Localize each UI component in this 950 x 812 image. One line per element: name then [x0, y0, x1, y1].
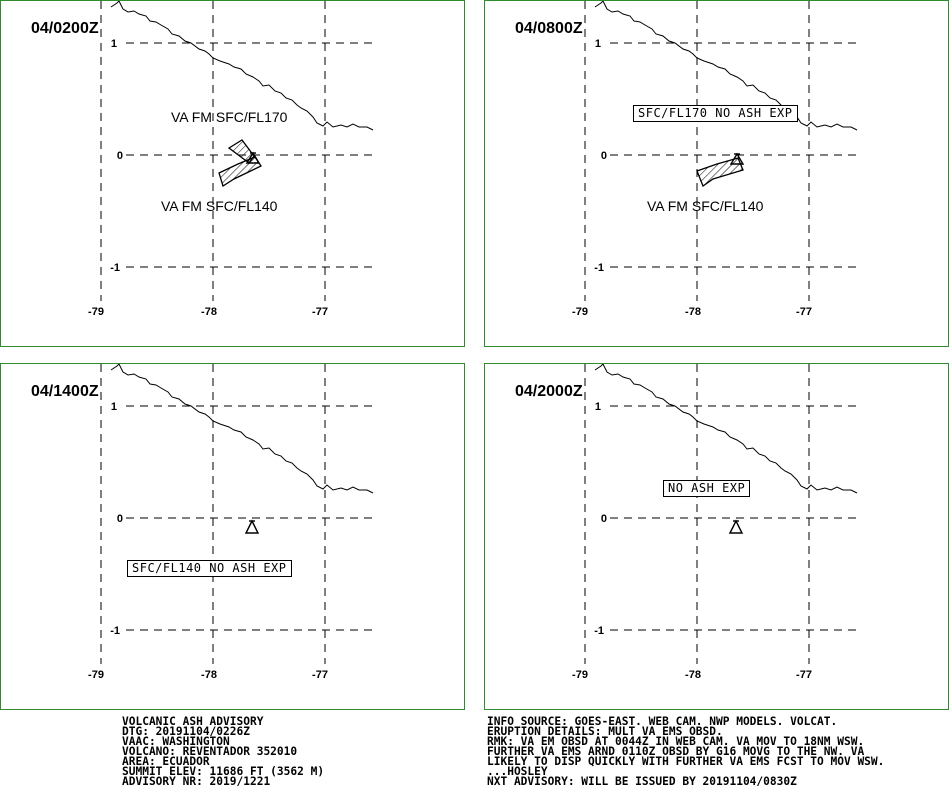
- lon-tick-79: -79: [572, 669, 588, 681]
- advisory-vaac: VAAC: WASHINGTON: [122, 735, 230, 748]
- remarks-line-1: RMK: VA EM OBSD AT 0044Z IN WEB CAM. VA …: [487, 735, 865, 748]
- lat-lon-grid: [584, 364, 857, 664]
- lat-tick-minus1: -1: [110, 625, 120, 637]
- volcano-symbol: [245, 151, 261, 164]
- coastline: [594, 364, 858, 494]
- lat-tick-1: 1: [595, 38, 601, 50]
- remarks-line-2: FURTHER VA EMS ARND 0110Z OBSD BY G16 MO…: [487, 745, 865, 758]
- remarks-line-3: LIKELY TO DISP QUICKLY WITH FURTHER VA E…: [487, 755, 885, 768]
- volcano-symbol: [244, 519, 260, 534]
- lat-lon-grid: [100, 364, 373, 664]
- lon-tick-78: -78: [201, 669, 217, 681]
- forecast-time: 04/0800Z: [515, 20, 583, 37]
- lat-tick-1: 1: [111, 401, 117, 413]
- coastline: [110, 364, 374, 494]
- lon-tick-77: -77: [796, 306, 812, 318]
- advisory-header-block: VOLCANIC ASH ADVISORY DTG: 20191104/0226…: [122, 715, 325, 788]
- map-1400z: 1 0 -1 -79 -78 -77: [88, 364, 374, 681]
- advisory-details-block: INFO SOURCE: GOES-EAST. WEB CAM. NWP MOD…: [487, 715, 885, 788]
- lon-tick-78: -78: [685, 306, 701, 318]
- lon-tick-79: -79: [88, 306, 104, 318]
- lon-tick-78: -78: [201, 306, 217, 318]
- lat-tick-1: 1: [111, 38, 117, 50]
- advisory-number: ADVISORY NR: 2019/1221: [122, 775, 271, 788]
- forecast-time: 04/0200Z: [31, 20, 99, 37]
- forecast-panel-0800z: 1 0 -1 -79 -78 -77 04/0800Z SFC/FL170 NO…: [484, 0, 949, 347]
- lon-tick-77: -77: [312, 306, 328, 318]
- advisory-summit: SUMMIT ELEV: 11686 FT (3562 M): [122, 765, 325, 778]
- forecast-time: 04/1400Z: [31, 383, 99, 400]
- lat-tick-minus1: -1: [594, 625, 604, 637]
- no-ash-box: SFC/FL170 NO ASH EXP: [633, 105, 798, 122]
- forecast-panel-2000z: 1 0 -1 -79 -78 -77 04/2000Z NO ASH EXP: [484, 363, 949, 710]
- lat-tick-0: 0: [601, 150, 607, 162]
- ash-cloud-fl140: [696, 157, 744, 188]
- forecaster-signature: ...HOSLEY: [487, 765, 548, 778]
- ash-cloud-fl140: [218, 156, 262, 188]
- ash-label-lower: VA FM SFC/FL140: [161, 198, 278, 214]
- next-advisory: NXT ADVISORY: WILL BE ISSUED BY 20191104…: [487, 775, 797, 788]
- lon-tick-78: -78: [685, 669, 701, 681]
- advisory-dtg: DTG: 20191104/0226Z: [122, 725, 250, 738]
- ash-label-lower: VA FM SFC/FL140: [647, 198, 764, 214]
- lat-tick-minus1: -1: [594, 262, 604, 274]
- lon-tick-77: -77: [312, 669, 328, 681]
- coastline: [110, 1, 374, 131]
- lat-tick-minus1: -1: [110, 262, 120, 274]
- lon-tick-77: -77: [796, 669, 812, 681]
- map-0800z: 1 0 -1 -79 -78 -77: [572, 1, 858, 318]
- forecast-time: 04/2000Z: [515, 383, 583, 400]
- lat-tick-1: 1: [595, 401, 601, 413]
- volcano-symbol: [728, 519, 744, 534]
- no-ash-box: SFC/FL140 NO ASH EXP: [127, 560, 292, 577]
- advisory-area: AREA: ECUADOR: [122, 755, 210, 768]
- lat-tick-0: 0: [601, 513, 607, 525]
- forecast-panel-1400z: 1 0 -1 -79 -78 -77 04/1400Z SFC/FL140 NO…: [0, 363, 465, 710]
- map-2000z: 1 0 -1 -79 -78 -77: [572, 364, 858, 681]
- lat-lon-grid: [100, 1, 373, 301]
- lat-tick-0: 0: [117, 513, 123, 525]
- eruption-details: ERUPTION DETAILS: MULT VA EMS OBSD.: [487, 725, 723, 738]
- lon-tick-79: -79: [572, 306, 588, 318]
- ash-label-upper: VA FM SFC/FL170: [171, 109, 288, 125]
- advisory-volcano: VOLCANO: REVENTADOR 352010: [122, 745, 298, 758]
- lon-tick-79: -79: [88, 669, 104, 681]
- lat-lon-grid: [584, 1, 857, 301]
- forecast-panel-0200z: 1 0 -1 -79 -78 -77 04/0200Z VA FM SFC/FL…: [0, 0, 465, 347]
- advisory-title: VOLCANIC ASH ADVISORY: [122, 715, 264, 728]
- coastline: [594, 1, 858, 131]
- no-ash-box: NO ASH EXP: [663, 480, 751, 497]
- info-source: INFO SOURCE: GOES-EAST. WEB CAM. NWP MOD…: [487, 715, 838, 728]
- map-0200z: 1 0 -1 -79 -78 -77: [88, 1, 374, 318]
- volcano-symbol: [729, 152, 745, 165]
- lat-tick-0: 0: [117, 150, 123, 162]
